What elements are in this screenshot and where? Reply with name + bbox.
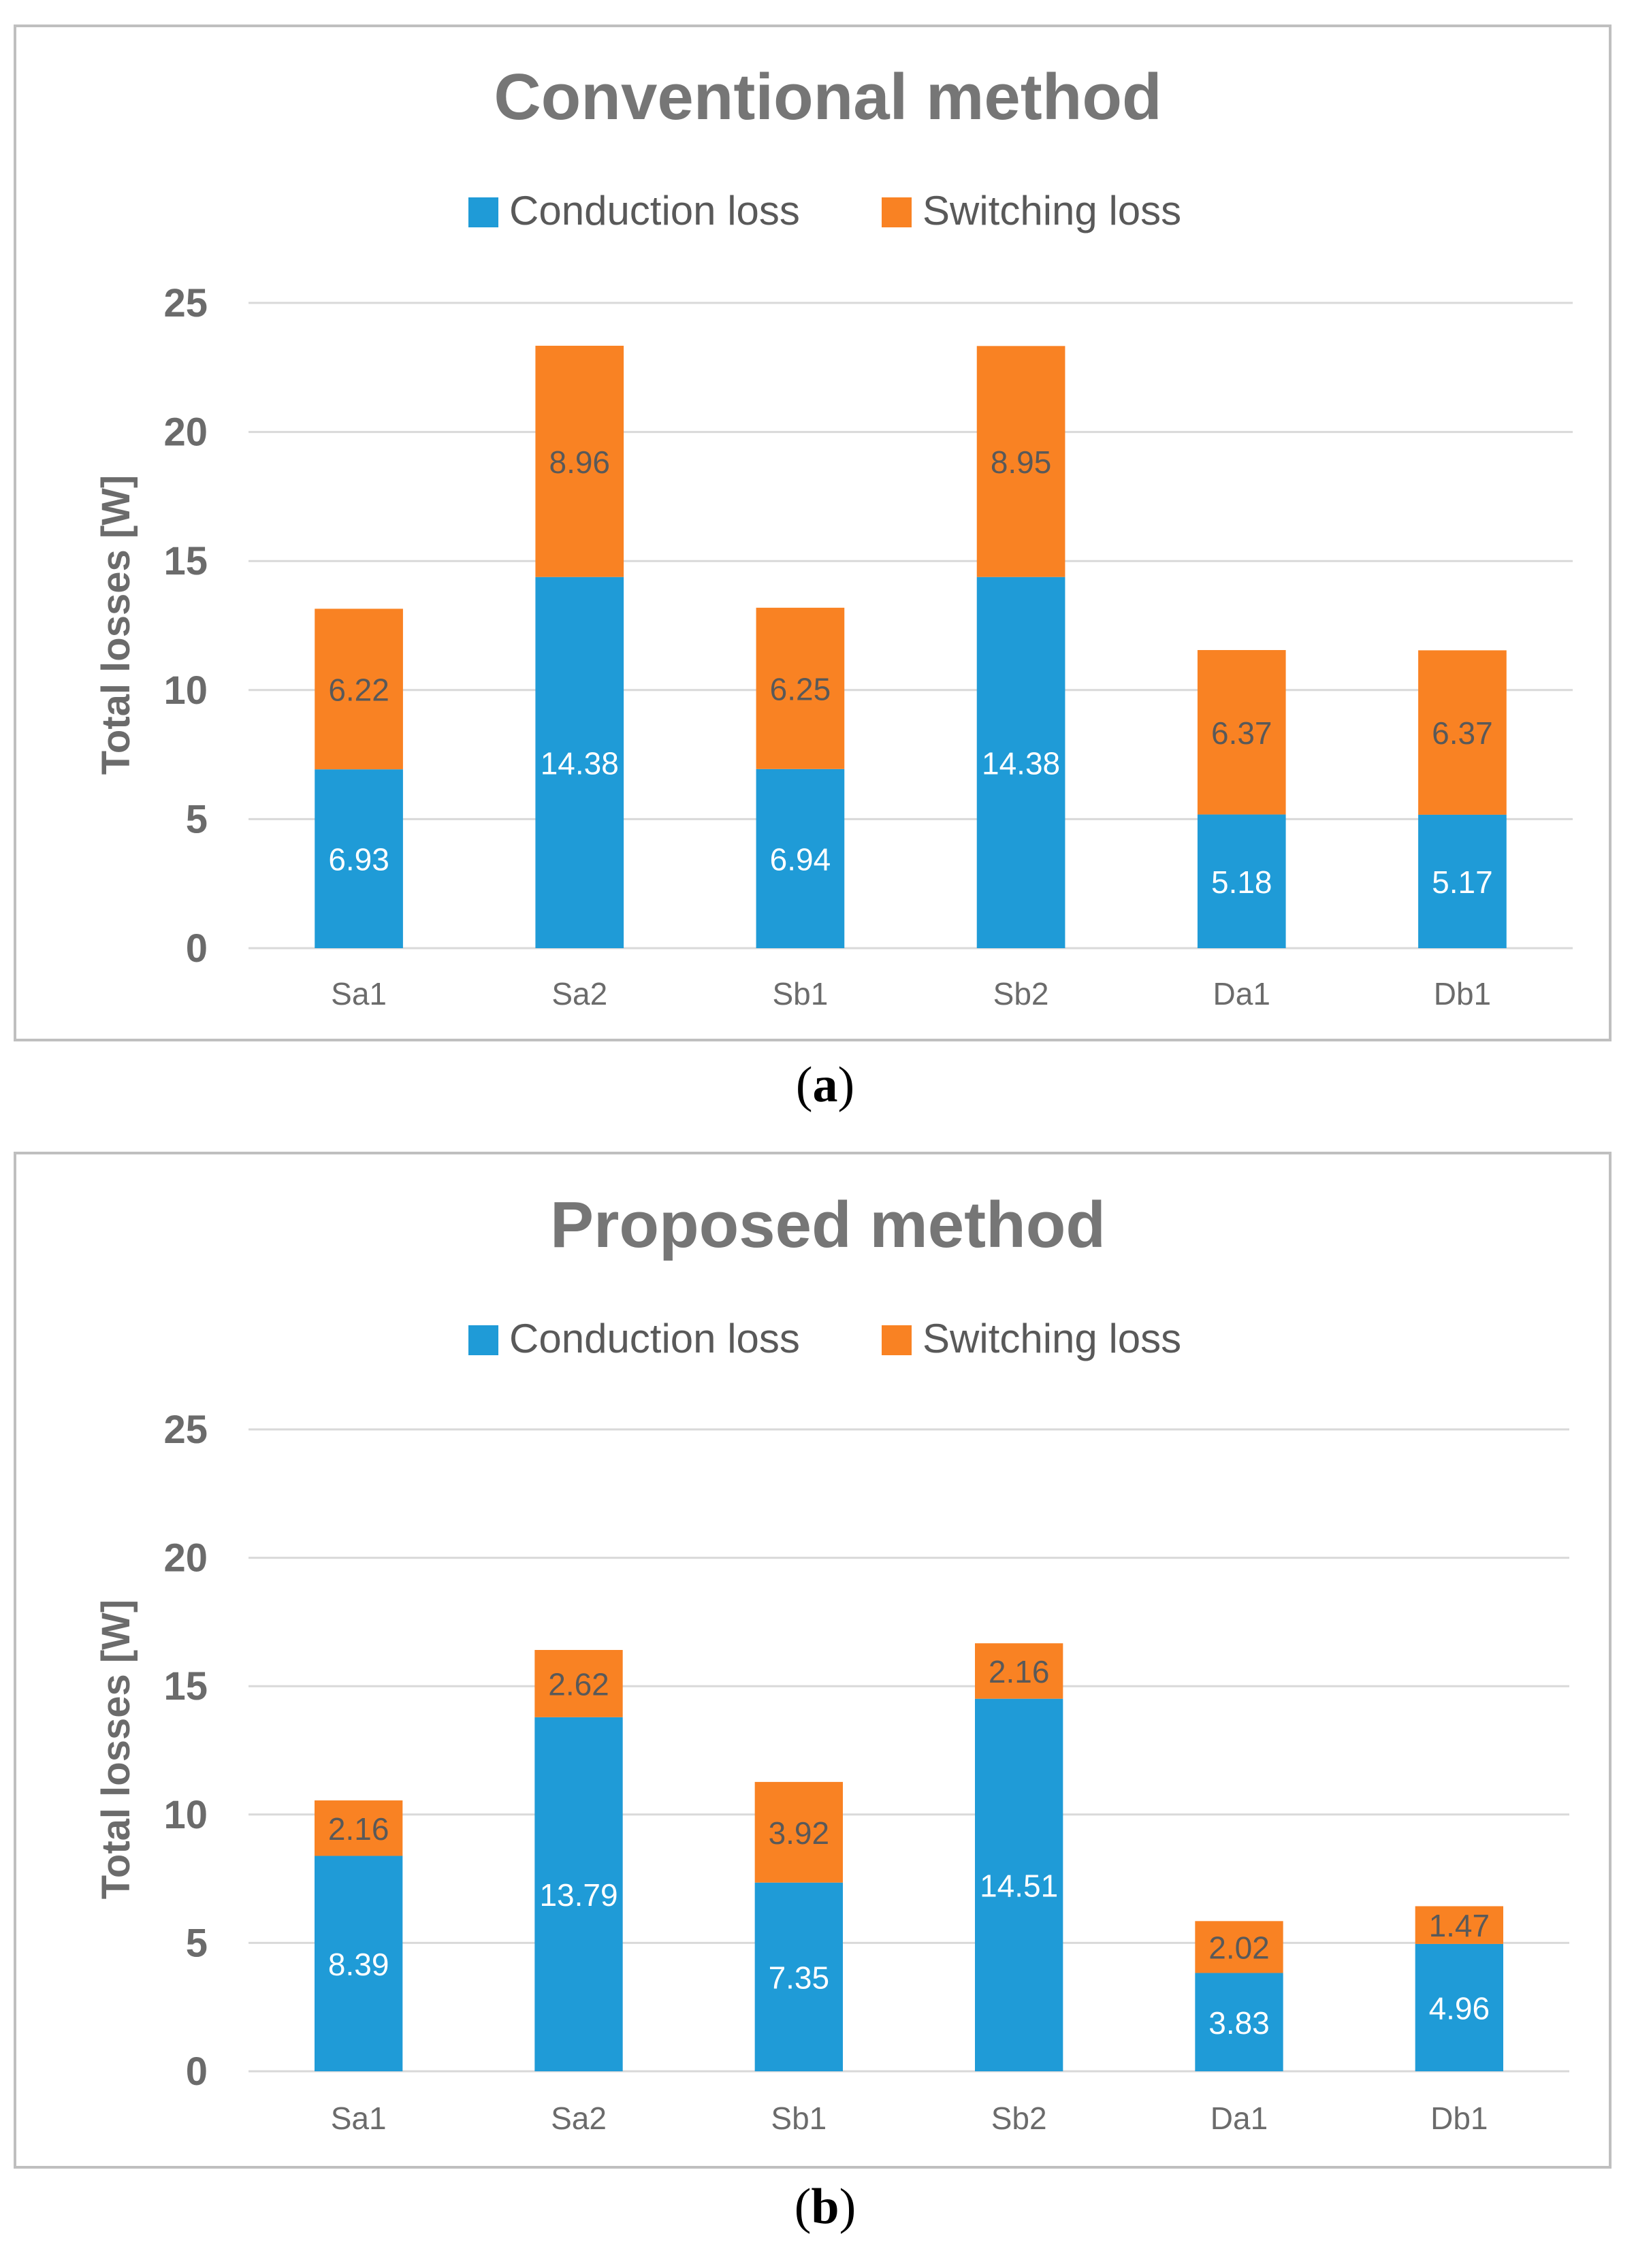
chart-a-bar-switching-sb2 — [976, 346, 1065, 577]
chart-b-bar-switching-da1 — [1195, 1921, 1283, 1973]
chart-b-bar-switching-db1 — [1415, 1906, 1503, 1944]
chart-b-data-label: 4.96 — [1429, 1990, 1490, 2026]
chart-a-y-tick-label: 10 — [163, 668, 208, 713]
chart-b-data-label: 2.16 — [328, 1811, 389, 1847]
chart-b-data-label: 2.02 — [1208, 1930, 1270, 1965]
chart-b-bar-conduction-db1 — [1415, 1943, 1503, 2071]
chart-a-x-tick-label: Sb2 — [993, 976, 1049, 1011]
chart-b-y-tick-label: 10 — [163, 1793, 208, 1837]
chart-a-legend-switching-label: Switching loss — [923, 188, 1181, 233]
chart-b-x-tick-label: Db1 — [1430, 2101, 1488, 2136]
chart-b-x-tick-label: Sb1 — [771, 2101, 827, 2136]
chart-b-legend: Conduction loss Switching loss — [468, 1316, 1181, 1361]
chart-a-caption: (a) — [796, 1057, 854, 1113]
chart-b-x-tick-label: Sa1 — [331, 2101, 387, 2136]
chart-b-plot: 0 5 10 15 20 25 8.39 2.16 Sa1 13.79 2.62 Sa2 7.35 3.9… — [163, 1408, 1569, 2136]
chart-b-bar-conduction-sa1 — [315, 1856, 403, 2071]
chart-a-bar-switching-sa2 — [535, 345, 624, 577]
chart-a-bar-conduction-db1 — [1418, 814, 1507, 948]
chart-a-bar-conduction-sb2 — [976, 577, 1065, 948]
chart-b-bar-conduction-sb1 — [754, 1882, 843, 2071]
chart-b-legend-switching-swatch — [882, 1325, 912, 1355]
chart-a-data-label: 6.22 — [328, 672, 389, 707]
chart-a-bar-switching-sb1 — [756, 607, 845, 769]
chart-a-x-tick-label: Db1 — [1434, 976, 1491, 1011]
chart-a-y-tick-label: 0 — [186, 926, 208, 971]
chart-b-bar-conduction-sb2 — [975, 1698, 1063, 2071]
chart-a-data-label: 14.38 — [982, 745, 1060, 781]
chart-b-data-label: 1.47 — [1429, 1908, 1490, 1943]
chart-b-legend-conduction-label: Conduction loss — [509, 1316, 800, 1361]
chart-b-title: Proposed method — [550, 1188, 1106, 1261]
chart-a: Conventional method Conduction loss Swit… — [14, 25, 1612, 1113]
chart-b-data-label: 3.92 — [769, 1815, 830, 1851]
chart-b-data-label: 14.51 — [980, 1868, 1058, 1903]
chart-a-data-label: 6.25 — [770, 671, 831, 707]
chart-a-legend-conduction-swatch — [468, 197, 498, 227]
chart-b-data-label: 7.35 — [769, 1960, 830, 1995]
chart-b-data-label: 13.79 — [539, 1877, 618, 1913]
chart-b-bar-switching-sa2 — [534, 1650, 623, 1717]
chart-b-bar-conduction-da1 — [1195, 1973, 1283, 2071]
chart-b-x-tick-label: Sb2 — [991, 2101, 1047, 2136]
chart-b-caption-letter: b — [811, 2179, 839, 2235]
chart-a-data-label: 6.93 — [328, 842, 389, 877]
chart-a-y-tick-label: 25 — [163, 281, 208, 325]
chart-a-x-tick-label: Da1 — [1213, 976, 1270, 1011]
chart-b-data-label: 2.62 — [548, 1666, 609, 1702]
chart-a-y-axis-label: Total losses [W] — [94, 475, 138, 775]
chart-a-y-tick-label: 5 — [186, 797, 208, 841]
chart-a-bar-conduction-sa1 — [315, 769, 403, 948]
chart-a-data-label: 5.17 — [1432, 864, 1493, 900]
chart-a-x-tick-label: Sb1 — [772, 976, 828, 1011]
chart-b-data-label: 2.16 — [989, 1654, 1050, 1689]
chart-a-x-tick-label: Sa2 — [551, 976, 607, 1011]
chart-a-bar-conduction-sa2 — [535, 577, 624, 948]
chart-a-y-tick-label: 20 — [163, 410, 208, 455]
chart-b-y-tick-label: 20 — [163, 1536, 208, 1581]
chart-a-data-label: 6.37 — [1211, 715, 1272, 751]
chart-b-data-label: 8.39 — [328, 1947, 389, 1982]
chart-b-y-tick-label: 15 — [163, 1664, 208, 1708]
chart-a-data-label: 8.95 — [991, 444, 1052, 480]
chart-a-bar-conduction-da1 — [1197, 814, 1286, 948]
chart-b-y-tick-label: 5 — [186, 1921, 208, 1965]
chart-b-bar-switching-sa1 — [315, 1800, 403, 1856]
chart-b-caption: (b) — [795, 2179, 856, 2235]
chart-a-data-label: 8.96 — [549, 444, 610, 480]
chart-b-y-tick-label: 0 — [186, 2050, 208, 2094]
chart-b-x-tick-label: Sa2 — [551, 2101, 607, 2136]
chart-b-y-tick-label: 25 — [163, 1408, 208, 1452]
chart-a-data-label: 6.94 — [770, 841, 831, 877]
chart-a-data-label: 5.18 — [1211, 864, 1272, 900]
chart-a-caption-letter: a — [813, 1057, 838, 1113]
chart-b-bar-switching-sb2 — [975, 1643, 1063, 1699]
chart-b-bar-conduction-sa2 — [534, 1717, 623, 2071]
chart-a-data-label: 6.37 — [1432, 715, 1493, 751]
chart-b: Proposed method Conduction loss Switchin… — [14, 1152, 1612, 2235]
chart-a-legend-switching-swatch — [882, 197, 912, 227]
chart-a-plot: 0 5 10 15 20 25 6.93 6.22 Sa1 14.38 8.96 Sa2 6.94 6.2… — [163, 281, 1573, 1011]
chart-b-legend-switching-label: Switching loss — [923, 1316, 1181, 1361]
chart-a-y-tick-label: 15 — [163, 539, 208, 583]
chart-a-bar-switching-sa1 — [315, 609, 403, 770]
chart-b-y-axis-label: Total losses [W] — [94, 1600, 138, 1899]
chart-a-data-label: 14.38 — [541, 745, 619, 781]
chart-a-bar-conduction-sb1 — [756, 768, 845, 948]
chart-a-legend-conduction-label: Conduction loss — [509, 188, 800, 233]
chart-b-bar-switching-sb1 — [754, 1781, 843, 1883]
chart-a-legend: Conduction loss Switching loss — [468, 188, 1181, 233]
chart-b-legend-conduction-swatch — [468, 1325, 498, 1355]
chart-a-bar-switching-db1 — [1418, 650, 1507, 815]
chart-a-bar-switching-da1 — [1197, 650, 1286, 815]
chart-b-x-tick-label: Da1 — [1211, 2101, 1268, 2136]
chart-a-title: Conventional method — [494, 61, 1161, 133]
chart-a-x-tick-label: Sa1 — [331, 976, 387, 1011]
chart-b-data-label: 3.83 — [1208, 2005, 1270, 2041]
